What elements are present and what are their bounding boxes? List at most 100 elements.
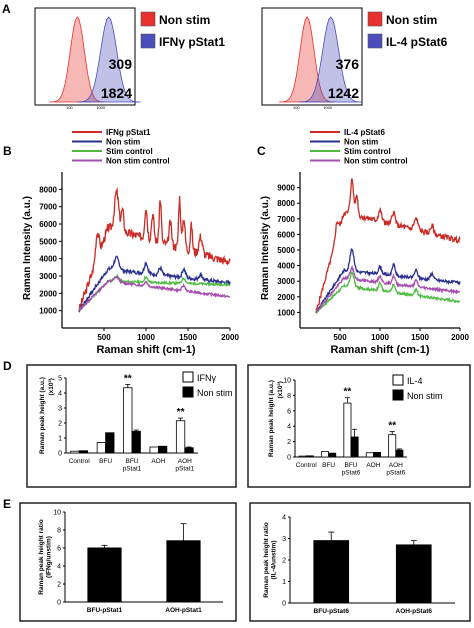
x-tick-label: BFU pStat1 xyxy=(123,458,142,473)
y-axis-unit: (x10³) xyxy=(48,378,55,395)
y-tick-label: 1000 xyxy=(39,307,57,316)
y-tick-label: 2 xyxy=(57,582,61,589)
y-tick-label: 2 xyxy=(282,558,286,565)
histogram-tick: 1000 xyxy=(323,105,333,110)
legend-swatch xyxy=(182,371,194,383)
y-tick-label: 2 xyxy=(58,421,62,428)
y-tick-label: 2000 xyxy=(277,293,295,302)
legend-swatch xyxy=(392,374,404,386)
bar-ifn- xyxy=(70,450,80,454)
legend-label: IFNγ xyxy=(197,373,216,383)
y-axis-label-line: Raman peak height (a.u.) xyxy=(39,377,46,454)
y-axis-label-line: (IL-4/unstim) xyxy=(271,541,278,580)
series-line-il-4-pstat6 xyxy=(315,178,461,313)
spectrum-chart-C: 1000 2000 3000 4000 5000 6000 7000 8000 9000 500 1… xyxy=(260,128,469,356)
legend-label: IL-4 pStat6 xyxy=(344,128,385,137)
bar-chart-E-right: 0 1 2 3 4 Raman peak height ratio(IL-4/unstim… xyxy=(249,502,471,622)
y-tick-label: 9000 xyxy=(277,184,295,193)
bar xyxy=(166,540,201,603)
bar-non-stim xyxy=(350,436,359,458)
legend-label: Non stim control xyxy=(344,157,408,166)
x-tick-label-line: pStat1 xyxy=(123,466,142,473)
legend-label: Non stim xyxy=(386,13,437,27)
y-axis-label-line: (IFNg/unstim) xyxy=(46,536,53,578)
bar-non-stim xyxy=(105,432,115,454)
series-line-stim-control xyxy=(315,270,461,315)
histogram-peak-non-stim xyxy=(279,16,336,103)
histogram-tick: 1000 xyxy=(96,105,106,110)
series-line-non-stim xyxy=(315,248,461,314)
y-tick-label: 2 xyxy=(287,439,291,446)
y-tick-label: 10 xyxy=(283,378,291,385)
y-tick-label: 4 xyxy=(58,391,62,398)
histogram-A-right: 100 1000 376 1242 Non stim IL-4 pStat6 xyxy=(261,7,448,110)
x-tick-label: AOH xyxy=(366,462,380,469)
y-tick-label: 4000 xyxy=(277,262,295,271)
y-tick-label: 4 xyxy=(282,515,286,522)
panel-letter-d: D xyxy=(3,359,12,373)
x-tick-label-line: pStat6 xyxy=(386,470,405,477)
x-tick-label: BFU xyxy=(99,458,112,465)
panel-letter-a: A xyxy=(2,2,11,16)
y-tick-label: 4000 xyxy=(39,255,57,264)
spectrum-chart-B: 1000 2000 3000 4000 5000 6000 7000 8000 500 1000 1… xyxy=(22,128,239,356)
panel-frame xyxy=(19,502,237,622)
x-tick-label: 1000 xyxy=(371,333,389,342)
x-tick-label-line: BFU xyxy=(99,458,112,465)
legend-label: Non stim control xyxy=(106,157,170,166)
y-axis-label: Raman peak height ratio(IL-4/unstim) xyxy=(263,522,278,598)
y-tick-label: 8 xyxy=(287,393,291,400)
legend-label: IL-4 pStat6 xyxy=(386,35,448,49)
bar xyxy=(395,544,432,604)
legend-label: Stim control xyxy=(344,147,391,156)
histogram-tick: 100 xyxy=(293,105,300,110)
histogram-frame xyxy=(261,7,363,106)
bar-non-stim xyxy=(131,430,141,454)
legend-swatch xyxy=(140,33,156,49)
bar-non-stim xyxy=(395,449,404,458)
y-tick-label: 7000 xyxy=(277,215,295,224)
bar-ifn- xyxy=(149,446,159,454)
histogram-value-stim: 1824 xyxy=(101,85,132,101)
y-tick-label: 0 xyxy=(58,451,62,458)
bar-il-4 xyxy=(298,455,307,458)
x-tick-label-line: AOH-pStat1 xyxy=(165,607,202,614)
y-tick-label: 10 xyxy=(53,510,61,517)
x-tick-label: 2000 xyxy=(451,333,469,342)
y-tick-label: 5000 xyxy=(277,246,295,255)
y-axis-label: Raman Intensity (a.u.) xyxy=(260,196,271,300)
histogram-peak-non-stim xyxy=(49,16,106,103)
significance-marker: ** xyxy=(177,407,185,418)
series-line-non-stim xyxy=(78,255,231,313)
bar-il-4 xyxy=(321,451,330,458)
legend-label: Non stim xyxy=(106,138,140,147)
significance-marker: ** xyxy=(344,387,352,398)
legend-label: Non stim xyxy=(159,13,210,27)
y-tick-label: 3 xyxy=(58,406,62,413)
legend-label: Non stim xyxy=(344,138,378,147)
bar-non-stim xyxy=(157,445,168,454)
y-axis-label: Raman peak height ratio(IFNg/unstim) xyxy=(38,519,53,595)
legend-label: IFNg pStat1 xyxy=(106,128,151,137)
y-tick-label: 6 xyxy=(287,408,291,415)
panel-frame xyxy=(249,502,471,622)
legend-swatch xyxy=(392,389,404,401)
x-tick-label: Control xyxy=(69,458,91,465)
legend-label: Non stim xyxy=(407,391,443,401)
histogram-A-left: 100 1000 309 1824 Non stim IFNγ pStat1 xyxy=(34,7,225,110)
histogram-value-non-stim: 376 xyxy=(336,56,360,72)
y-axis-label: Raman peak height (a.u.) xyxy=(39,377,46,454)
y-tick-label: 3000 xyxy=(277,277,295,286)
y-tick-label: 8 xyxy=(57,528,61,535)
bar-il-4 xyxy=(365,452,374,458)
x-tick-label-line: BFU xyxy=(345,462,358,469)
legend-label: IFNγ pStat1 xyxy=(159,35,225,49)
y-tick-label: 6000 xyxy=(277,230,295,239)
x-axis-label: Raman shift (cm-1) xyxy=(330,344,429,356)
x-tick-label-line: BFU-pStat6 xyxy=(314,608,350,615)
panel-letter-b: B xyxy=(3,144,12,158)
legend-swatch xyxy=(140,11,156,27)
significance-marker: ** xyxy=(388,421,396,432)
x-tick-label: BFU-pStat6 xyxy=(314,608,350,615)
